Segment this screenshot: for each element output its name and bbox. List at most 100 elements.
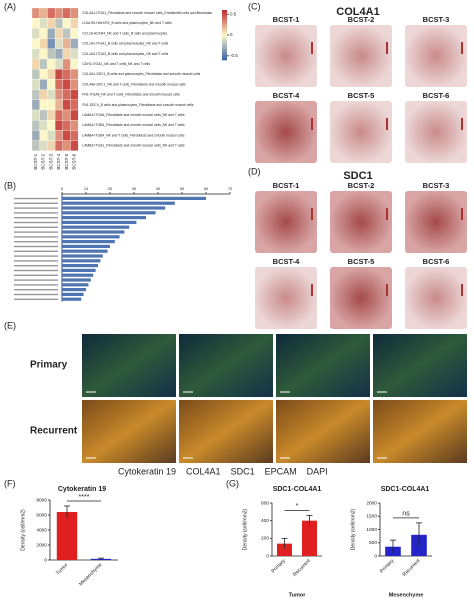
colorbar-step [222,40,227,42]
sample-label: BCST-1 [273,181,300,190]
row-label: CCL19-ACKR4_NK and T cells_B cells and p… [82,31,167,35]
heat-cell [62,69,71,80]
label-placeholder [14,212,58,214]
bar [62,220,137,224]
heat-cell [47,120,56,131]
colorbar-step [222,21,227,24]
bar [62,201,175,205]
heat-cell [70,109,79,121]
x-tick-label: 0 [61,187,63,191]
heat-cell [70,58,79,70]
bar [62,254,103,258]
heat-cell [62,79,71,90]
x-axis-title: Tumor [289,592,307,598]
panel-label: (B) [4,180,16,190]
heat-cell [54,58,63,70]
label-placeholder [14,289,58,291]
y-tick-label: 0 [266,553,269,559]
panel-label: (D) [248,166,261,176]
label-placeholder [14,217,58,219]
column-label: BCST-3 [48,153,53,169]
label-placeholder [14,284,58,286]
y-tick-label: 4000 [36,527,47,533]
x-tick-label: 50 [180,187,184,191]
heat-cell [54,120,63,131]
label-placeholder [14,202,58,204]
colorbar-step [222,48,227,51]
ihc-title: COL4A1 [336,6,379,18]
colorbar-step [222,55,227,57]
tissue-image [255,101,317,163]
significance: ns [402,511,410,518]
fluorescence-image [179,334,273,397]
heat-cell [54,28,63,39]
colorbar-step [222,43,227,46]
heat-cell [39,140,48,151]
scale-legend [311,284,313,296]
y-tick-label: 0 [374,553,377,559]
sample-label: BCST-6 [423,91,450,100]
scale-legend [311,208,313,220]
heat-cell [39,28,48,39]
stain-legend: SDC1 [231,466,255,476]
label-placeholder [14,236,58,238]
heat-cell [70,89,79,100]
colorbar-step [222,30,227,32]
heat-cell [31,109,40,121]
label-placeholder [14,265,58,267]
chart-title: Cytokeratin 19 [58,486,106,493]
heat-cell [54,140,63,151]
bar [62,292,84,296]
bar [277,543,292,556]
x-tick-label: 10 [84,187,88,191]
heat-cell [70,28,79,39]
row-label: COL4A6-SDC1_NK and T cells_Fibroblasts a… [82,82,186,86]
y-tick-label: 0 [44,557,47,563]
heat-cell [31,58,40,70]
y-axis-title: Density (cell/mm2) [350,508,356,550]
heat-cell [62,109,71,121]
label-placeholder [14,255,58,257]
sample-label: BCST-2 [348,15,375,24]
colorbar-step [222,56,227,59]
label-placeholder [14,231,58,233]
heat-cell [54,109,63,121]
heat-cell [39,109,48,121]
x-tick-label: Primary [379,558,396,575]
panel-label: (E) [4,320,16,330]
row-label: COL4A1-ITGA1_Fibroblasts and smooth musc… [82,11,212,15]
x-tick-label: 70 [228,187,232,191]
scale-legend [461,118,463,130]
bar [62,278,91,282]
stain-legend: COL4A1 [186,466,221,476]
tissue-image [330,191,392,253]
bar [62,259,101,263]
bar [62,297,82,301]
label-placeholder [14,293,58,296]
bar [62,206,166,210]
stain-legend: EPCAM [265,466,297,476]
scale-legend [386,284,388,296]
y-axis-title: Density (cell/mm2) [242,508,248,550]
heat-cell [70,69,79,80]
y-tick-label: 1000 [366,527,377,533]
tissue-image [405,191,467,253]
heat-cell [39,7,48,19]
y-tick-label: 200 [261,536,269,542]
heat-cell [54,99,63,111]
fluorescence-image [276,400,370,463]
colorbar-step [222,10,227,12]
bar [62,249,108,253]
x-tick-label: Tumor [55,562,70,577]
bar [62,283,89,287]
tissue-image [255,267,317,329]
fluorescence-image [82,334,176,397]
colorbar-step [222,18,227,21]
colorbar-step [222,46,227,49]
row-label: Recurrent [30,426,78,437]
label-placeholder [14,221,58,224]
tissue-image [255,191,317,253]
label-placeholder [14,241,58,243]
row-label: LAMB3-ITGA1_Fibroblasts and smooth musce… [82,144,185,148]
row-label: LAMA4-ITGA6_Fibroblasts and smooth musce… [82,113,185,117]
